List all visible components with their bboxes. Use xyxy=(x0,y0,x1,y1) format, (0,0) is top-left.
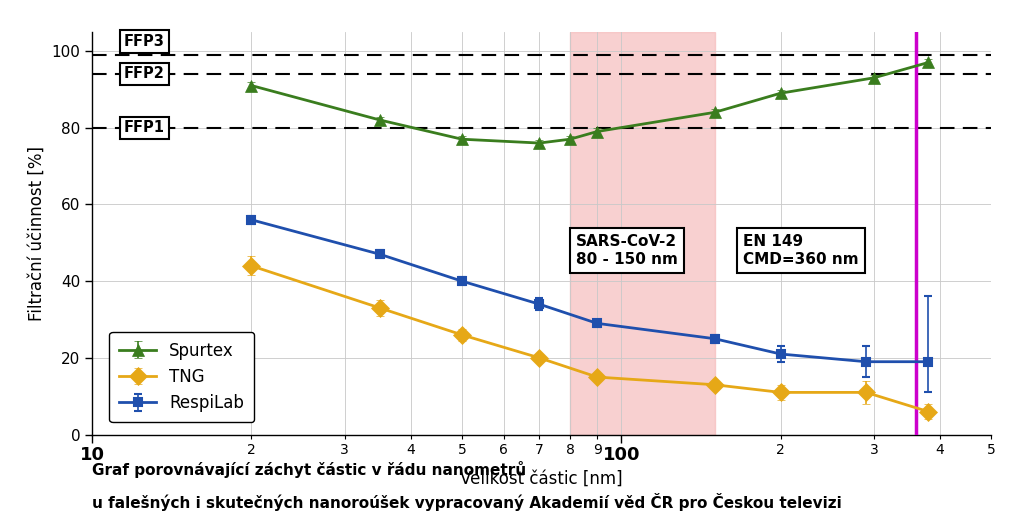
Text: u falešných i skutečných nanoroúšek vypracovaný Akademií věd ČR pro Českou telev: u falešných i skutečných nanoroúšek vypr… xyxy=(92,493,842,511)
Legend: Spurtex, TNG, RespiLab: Spurtex, TNG, RespiLab xyxy=(109,332,254,422)
Text: Graf porovnávající záchyt částic v řádu nanometrů: Graf porovnávající záchyt částic v řádu … xyxy=(92,461,526,478)
Text: FFP1: FFP1 xyxy=(124,120,166,135)
Text: FFP3: FFP3 xyxy=(124,34,165,49)
Y-axis label: Filtrační účinnost [%]: Filtrační účinnost [%] xyxy=(28,146,46,321)
X-axis label: Velikost částic [nm]: Velikost částic [nm] xyxy=(460,469,623,487)
Text: EN 149
CMD=360 nm: EN 149 CMD=360 nm xyxy=(743,234,858,267)
Text: SARS-CoV-2
80 - 150 nm: SARS-CoV-2 80 - 150 nm xyxy=(575,234,678,267)
Text: FFP2: FFP2 xyxy=(124,66,165,82)
Bar xyxy=(570,32,714,435)
